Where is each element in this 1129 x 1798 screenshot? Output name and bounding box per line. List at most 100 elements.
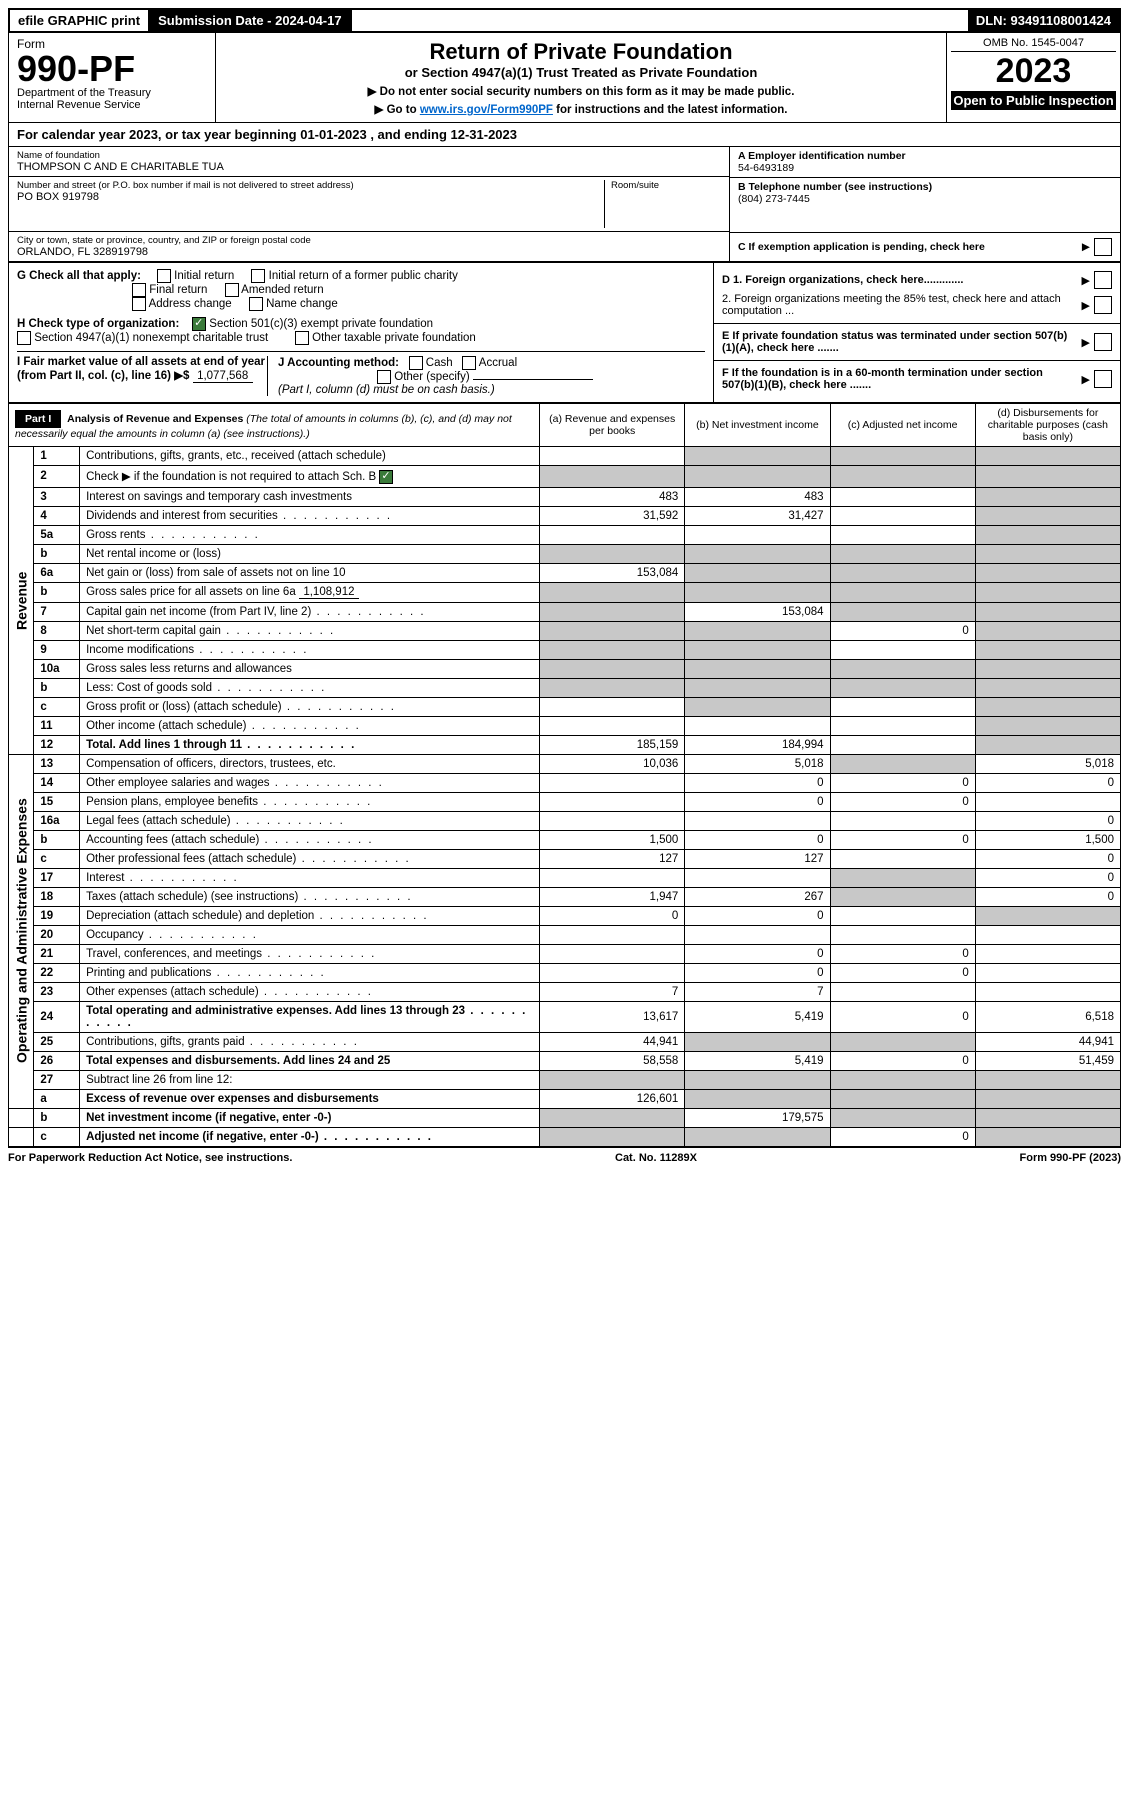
form-title: Return of Private Foundation <box>222 39 940 65</box>
lbl-other-acct: Other (specify) <box>394 371 469 383</box>
cb-accrual[interactable] <box>462 356 476 370</box>
row-5a: Gross rents <box>80 525 540 544</box>
form-title-block: Return of Private Foundation or Section … <box>216 33 946 122</box>
v16ad: 0 <box>975 811 1120 830</box>
name-label: Name of foundation <box>17 150 721 161</box>
row-13: Compensation of officers, directors, tru… <box>80 754 540 773</box>
g-label: G Check all that apply: <box>17 270 141 282</box>
v25a: 44,941 <box>540 1032 685 1051</box>
form-subtitle: or Section 4947(a)(1) Trust Treated as P… <box>222 65 940 80</box>
v14b: 0 <box>685 773 830 792</box>
revenue-side-label: Revenue <box>9 447 34 755</box>
row-23: Other expenses (attach schedule) <box>80 982 540 1001</box>
cb-initial[interactable] <box>157 269 171 283</box>
v15c: 0 <box>830 792 975 811</box>
v14c: 0 <box>830 773 975 792</box>
dept-treasury: Department of the Treasury <box>17 87 207 99</box>
arrow-icon: ▶ <box>1082 373 1090 386</box>
lbl-amended: Amended return <box>241 284 323 296</box>
v26b: 5,419 <box>685 1051 830 1070</box>
form-number: 990-PF <box>17 51 207 87</box>
cb-amended[interactable] <box>225 283 239 297</box>
row-10a: Gross sales less returns and allowances <box>80 659 540 678</box>
footer-left: For Paperwork Reduction Act Notice, see … <box>8 1152 292 1164</box>
v17d: 0 <box>975 868 1120 887</box>
open-public: Open to Public Inspection <box>951 91 1116 110</box>
cb-other-acct[interactable] <box>377 370 391 384</box>
v16cb: 127 <box>685 849 830 868</box>
row-6b-text: Gross sales price for all assets on line… <box>86 586 296 598</box>
cb-501c3[interactable] <box>192 317 206 331</box>
row-4: Dividends and interest from securities <box>80 506 540 525</box>
row-6b: Gross sales price for all assets on line… <box>80 582 540 602</box>
row-10b: Less: Cost of goods sold <box>80 678 540 697</box>
v26d: 51,459 <box>975 1051 1120 1070</box>
address-box: Number and street (or P.O. box number if… <box>9 177 729 232</box>
v27cc: 0 <box>830 1127 975 1146</box>
b-value: (804) 273-7445 <box>738 193 1112 205</box>
v13b: 5,018 <box>685 754 830 773</box>
footer: For Paperwork Reduction Act Notice, see … <box>8 1147 1121 1164</box>
c-checkbox[interactable] <box>1094 238 1112 256</box>
row-22: Printing and publications <box>80 963 540 982</box>
cb-initial-former[interactable] <box>251 269 265 283</box>
lbl-cash: Cash <box>426 357 453 369</box>
row-12: Total. Add lines 1 through 11 <box>80 735 540 754</box>
lbl-4947: Section 4947(a)(1) nonexempt charitable … <box>34 332 268 344</box>
cb-final[interactable] <box>132 283 146 297</box>
footer-right: Form 990-PF (2023) <box>1020 1152 1121 1164</box>
lbl-initial: Initial return <box>174 270 234 282</box>
efile-print-label[interactable]: efile GRAPHIC print <box>10 10 150 31</box>
b-label: B Telephone number (see instructions) <box>738 181 1112 193</box>
cb-4947[interactable] <box>17 331 31 345</box>
v19a: 0 <box>540 906 685 925</box>
irs-label: Internal Revenue Service <box>17 99 207 111</box>
arrow-icon: ▶ <box>1082 336 1090 349</box>
f-checkbox[interactable] <box>1094 370 1112 388</box>
name-block: Name of foundation THOMPSON C AND E CHAR… <box>8 147 1121 262</box>
expenses-side-label: Operating and Administrative Expenses <box>9 754 34 1108</box>
row-7: Capital gain net income (from Part IV, l… <box>80 602 540 621</box>
cb-other-tax[interactable] <box>295 331 309 345</box>
footer-mid: Cat. No. 11289X <box>615 1152 697 1164</box>
v3b: 483 <box>685 487 830 506</box>
v6b-inline: 1,108,912 <box>299 586 359 599</box>
row-26: Total expenses and disbursements. Add li… <box>80 1051 540 1070</box>
cb-sch-b[interactable] <box>379 470 393 484</box>
v25d: 44,941 <box>975 1032 1120 1051</box>
irs-link[interactable]: www.irs.gov/Form990PF <box>420 104 553 116</box>
cb-name-change[interactable] <box>249 297 263 311</box>
v15b: 0 <box>685 792 830 811</box>
row-8: Net short-term capital gain <box>80 621 540 640</box>
d2-checkbox[interactable] <box>1094 296 1112 314</box>
v22c: 0 <box>830 963 975 982</box>
cb-cash[interactable] <box>409 356 423 370</box>
v26a: 58,558 <box>540 1051 685 1070</box>
lbl-accrual: Accrual <box>479 357 517 369</box>
form-header: Form 990-PF Department of the Treasury I… <box>8 33 1121 123</box>
e-checkbox[interactable] <box>1094 333 1112 351</box>
g-row: G Check all that apply: Initial return I… <box>17 269 705 311</box>
v16bb: 0 <box>685 830 830 849</box>
row-25: Contributions, gifts, grants paid <box>80 1032 540 1051</box>
d1-checkbox[interactable] <box>1094 271 1112 289</box>
c-label: C If exemption application is pending, c… <box>738 241 1078 253</box>
check-section: G Check all that apply: Initial return I… <box>8 262 1121 403</box>
v23b: 7 <box>685 982 830 1001</box>
h-label: H Check type of organization: <box>17 318 179 330</box>
v24b: 5,419 <box>685 1001 830 1032</box>
j-note: (Part I, column (d) must be on cash basi… <box>278 384 495 396</box>
row-27c: Adjusted net income (if negative, enter … <box>80 1127 540 1146</box>
v4b: 31,427 <box>685 506 830 525</box>
row-5b: Net rental income or (loss) <box>80 544 540 563</box>
v16ca: 127 <box>540 849 685 868</box>
cb-addr-change[interactable] <box>132 297 146 311</box>
city-box: City or town, state or province, country… <box>9 232 729 262</box>
row-21: Travel, conferences, and meetings <box>80 944 540 963</box>
city-label: City or town, state or province, country… <box>17 235 721 246</box>
h-row: H Check type of organization: Section 50… <box>17 317 705 345</box>
lbl-final: Final return <box>149 284 207 296</box>
city-value: ORLANDO, FL 328919798 <box>17 246 721 258</box>
a-value: 54-6493189 <box>738 162 1112 174</box>
omb-number: OMB No. 1545-0047 <box>951 37 1116 52</box>
